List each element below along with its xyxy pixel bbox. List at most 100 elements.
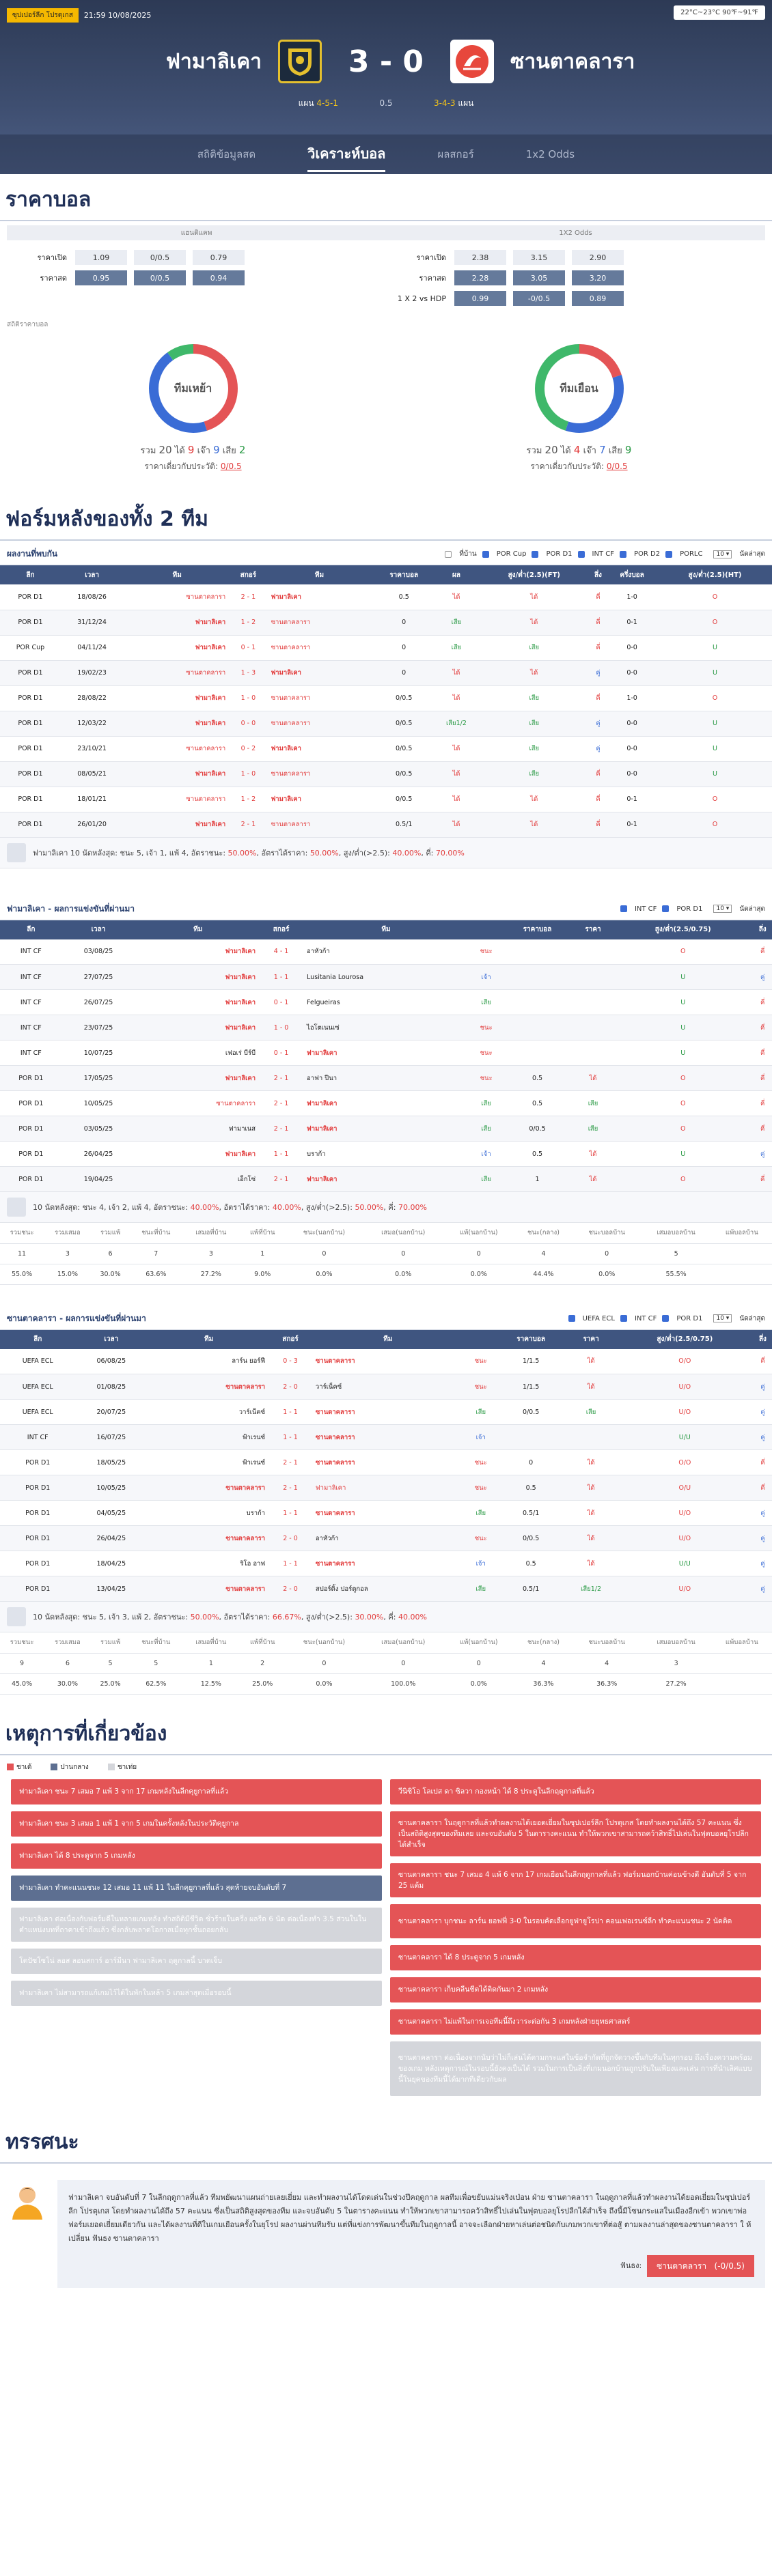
table-cell[interactable]: ฟามาลิเคา <box>135 964 262 990</box>
table-cell[interactable]: ซานตาคลารา <box>123 736 232 762</box>
table-row[interactable]: POR D1 31/12/24 ฟามาลิเคา 1 - 2 ซานตาคลารา 0 เ… <box>0 610 772 636</box>
table-row[interactable]: INT CF 10/07/25 เฟอเร่ บีร์บี 0 - 1 ฟามาลิเค… <box>0 1040 772 1066</box>
checkbox-icon[interactable] <box>577 550 585 558</box>
checkbox-icon[interactable] <box>568 1315 575 1322</box>
table-cell[interactable]: ซานตาคลารา <box>309 1551 466 1576</box>
table-cell[interactable]: ฟามาลิเคา <box>123 635 232 661</box>
table-row[interactable]: UEFA ECL 20/07/25 วาร์เน็คซ์ 1 - 1 ซานตาคลาร… <box>0 1399 772 1425</box>
select-value[interactable]: 10 ▾ <box>713 1314 732 1322</box>
recent-count-select[interactable]: 10 ▾ นัดล่าสุด <box>708 904 765 914</box>
filter-por-d1[interactable]: POR D1 <box>662 1314 702 1324</box>
table-cell[interactable]: ฟามาลิเคา <box>265 660 374 686</box>
table-cell[interactable]: ซานตาคลารา <box>265 635 374 661</box>
filter-int-cf[interactable]: INT CF <box>620 1314 657 1324</box>
table-row[interactable]: POR Cup 04/11/24 ฟามาลิเคา 0 - 1 ซานตาคลารา 0… <box>0 635 772 661</box>
home-price-history-link[interactable]: 0/0.5 <box>220 462 242 471</box>
table-row[interactable]: POR D1 10/05/25 ซานตาคลารา 2 - 1 ฟามาลิเคา ชน… <box>0 1475 772 1501</box>
table-cell[interactable]: ซานตาคลารา <box>309 1348 466 1374</box>
odds-value[interactable]: 0.89 <box>572 291 624 306</box>
tab-scores[interactable]: ผลสกอร์ <box>437 148 474 160</box>
odds-value[interactable]: 0.94 <box>193 270 245 285</box>
table-cell[interactable]: ฟามาลิเคา <box>265 736 374 762</box>
away-team-logo[interactable] <box>450 40 494 83</box>
tab-analysis[interactable]: วิเคราะห์บอล <box>307 137 386 172</box>
table-cell[interactable]: อาหัวก้า <box>301 939 471 965</box>
table-cell[interactable]: ซานตาคลารา <box>309 1500 466 1526</box>
odds-value[interactable]: 0.99 <box>454 291 506 306</box>
table-cell[interactable]: ฟามาลิเคา <box>123 711 232 737</box>
table-cell[interactable]: ซานตาคลารา <box>265 812 374 838</box>
filter-por-d1[interactable]: POR D1 <box>662 904 702 914</box>
filter-int-cf[interactable]: INT CF <box>577 549 614 559</box>
odds-value[interactable]: 3.05 <box>513 270 565 285</box>
table-cell[interactable]: เฟอเร่ บีร์บี <box>135 1040 262 1066</box>
table-cell[interactable]: ริโอ อาฟ <box>147 1551 271 1576</box>
odds-value[interactable]: 0/0.5 <box>134 250 186 265</box>
table-cell[interactable]: ซานตาคลารา <box>265 685 374 711</box>
league-badge[interactable]: ซุปเปอร์ลีก โปรตุเกส <box>7 8 79 23</box>
table-cell[interactable]: Felgueiras <box>301 989 471 1015</box>
table-cell[interactable]: ซานตาคลารา <box>123 584 232 610</box>
table-cell[interactable]: ฟามาลิเคา <box>135 939 262 965</box>
table-cell[interactable]: ซานตาคลารา <box>309 1424 466 1450</box>
table-row[interactable]: POR D1 08/05/21 ฟามาลิเคา 1 - 0 ซานตาคลารา 0/… <box>0 761 772 787</box>
table-cell[interactable]: ซานตาคลารา <box>147 1576 271 1602</box>
table-cell[interactable]: ฟามาลิเคา <box>135 989 262 1015</box>
table-cell[interactable]: อาหัวก้า <box>309 1525 466 1551</box>
checkbox-icon[interactable] <box>620 905 627 912</box>
table-cell[interactable]: ฟามาลิเคา <box>135 1015 262 1041</box>
table-cell[interactable]: ซานตาคลารา <box>265 761 374 787</box>
filter-ที่บ้าน[interactable]: ที่บ้าน <box>445 549 477 559</box>
table-row[interactable]: POR D1 18/01/21 ซานตาคลารา 1 - 2 ฟามาลิเคา 0/… <box>0 787 772 812</box>
table-cell[interactable]: ซานตาคลารา <box>135 1090 262 1116</box>
home-team-logo[interactable] <box>278 40 322 83</box>
table-row[interactable]: INT CF 27/07/25 ฟามาลิเคา 1 - 1 Lusitania Lo… <box>0 964 772 990</box>
table-row[interactable]: POR D1 26/04/25 ฟามาลิเคา 1 - 1 บราก้า เจ้า 0.… <box>0 1141 772 1167</box>
odds-value[interactable]: -0/0.5 <box>513 291 565 306</box>
odds-value[interactable]: 1.09 <box>75 250 127 265</box>
filter-uefa-ecl[interactable]: UEFA ECL <box>568 1314 615 1324</box>
table-cell[interactable]: ฟามาลิเคา <box>309 1475 466 1501</box>
table-row[interactable]: POR D1 23/10/21 ซานตาคลารา 0 - 2 ฟามาลิเคา 0/… <box>0 736 772 762</box>
tab-live-stats[interactable]: สถิติข้อมูลสด <box>197 148 256 160</box>
table-row[interactable]: POR D1 18/04/25 ริโอ อาฟ 1 - 1 ซานตาคลารา เจ้… <box>0 1551 772 1576</box>
table-row[interactable]: POR D1 18/08/26 ซานตาคลารา 2 - 1 ฟามาลิเคา 0.… <box>0 584 772 610</box>
table-cell[interactable]: ซานตาคลารา <box>147 1525 271 1551</box>
table-cell[interactable]: ฟามาลิเคา <box>301 1040 471 1066</box>
table-cell[interactable]: ฟามาลิเคา <box>265 584 374 610</box>
pick-button[interactable]: ซานตาคลารา (-0/0.5) <box>647 2254 754 2277</box>
table-row[interactable]: INT CF 23/07/25 ฟามาลิเคา 1 - 0 ไอโตเนนเซ่ ชน… <box>0 1015 772 1041</box>
checkbox-icon[interactable] <box>482 550 489 558</box>
checkbox-icon[interactable] <box>620 1315 627 1322</box>
away-team-name[interactable]: ซานตาคลารา <box>510 49 635 74</box>
table-row[interactable]: UEFA ECL 01/08/25 ซานตาคลารา 2 - 0 วาร์เน็คซ… <box>0 1374 772 1400</box>
table-cell[interactable]: ฟามาลิเคา <box>135 1065 262 1091</box>
odds-value[interactable]: 3.15 <box>513 250 565 265</box>
checkbox-icon[interactable] <box>662 905 670 912</box>
odds-value[interactable]: 3.20 <box>572 270 624 285</box>
table-cell[interactable]: ฟ้าเรนซ์ <box>147 1449 271 1475</box>
table-cell[interactable]: ซานตาคลารา <box>265 711 374 737</box>
table-row[interactable]: POR D1 10/05/25 ซานตาคลารา 2 - 1 ฟามาลิเคา เส… <box>0 1090 772 1116</box>
table-cell[interactable]: ซานตาคลารา <box>123 660 232 686</box>
table-cell[interactable]: สปอร์ติ้ง ปอร์ตูกอล <box>309 1576 466 1602</box>
table-cell[interactable]: ฟามาลิเคา <box>265 787 374 812</box>
table-cell[interactable]: ฟามาลิเคา <box>123 610 232 636</box>
table-cell[interactable]: ฟามาลิเคา <box>301 1116 471 1142</box>
odds-value[interactable]: 0.95 <box>75 270 127 285</box>
table-cell[interactable]: ซานตาคลารา <box>309 1449 466 1475</box>
tab-1x2-odds[interactable]: 1x2 Odds <box>525 148 575 160</box>
table-row[interactable]: INT CF 03/08/25 ฟามาลิเคา 4 - 1 อาหัวก้า ชนะ O… <box>0 939 772 965</box>
odds-value[interactable]: 0/0.5 <box>134 270 186 285</box>
checkbox-icon[interactable] <box>665 550 673 558</box>
filter-por-d2[interactable]: POR D2 <box>619 549 660 559</box>
select-value[interactable]: 10 ▾ <box>713 550 732 558</box>
table-cell[interactable]: วาร์เน็คซ์ <box>147 1399 271 1425</box>
filter-int-cf[interactable]: INT CF <box>620 904 657 914</box>
recent-count-select[interactable]: 10 ▾ นัดล่าสุด <box>708 549 765 559</box>
table-row[interactable]: POR D1 19/04/25 เอ็กโซ่ 2 - 1 ฟามาลิเคา เสีย 1… <box>0 1166 772 1192</box>
checkbox-icon[interactable] <box>445 550 452 558</box>
table-cell[interactable]: อาฟา ปีนา <box>301 1065 471 1091</box>
table-cell[interactable]: ลาร์น ยอร์ฟี <box>147 1348 271 1374</box>
table-cell[interactable]: ซานตาคลารา <box>309 1399 466 1425</box>
